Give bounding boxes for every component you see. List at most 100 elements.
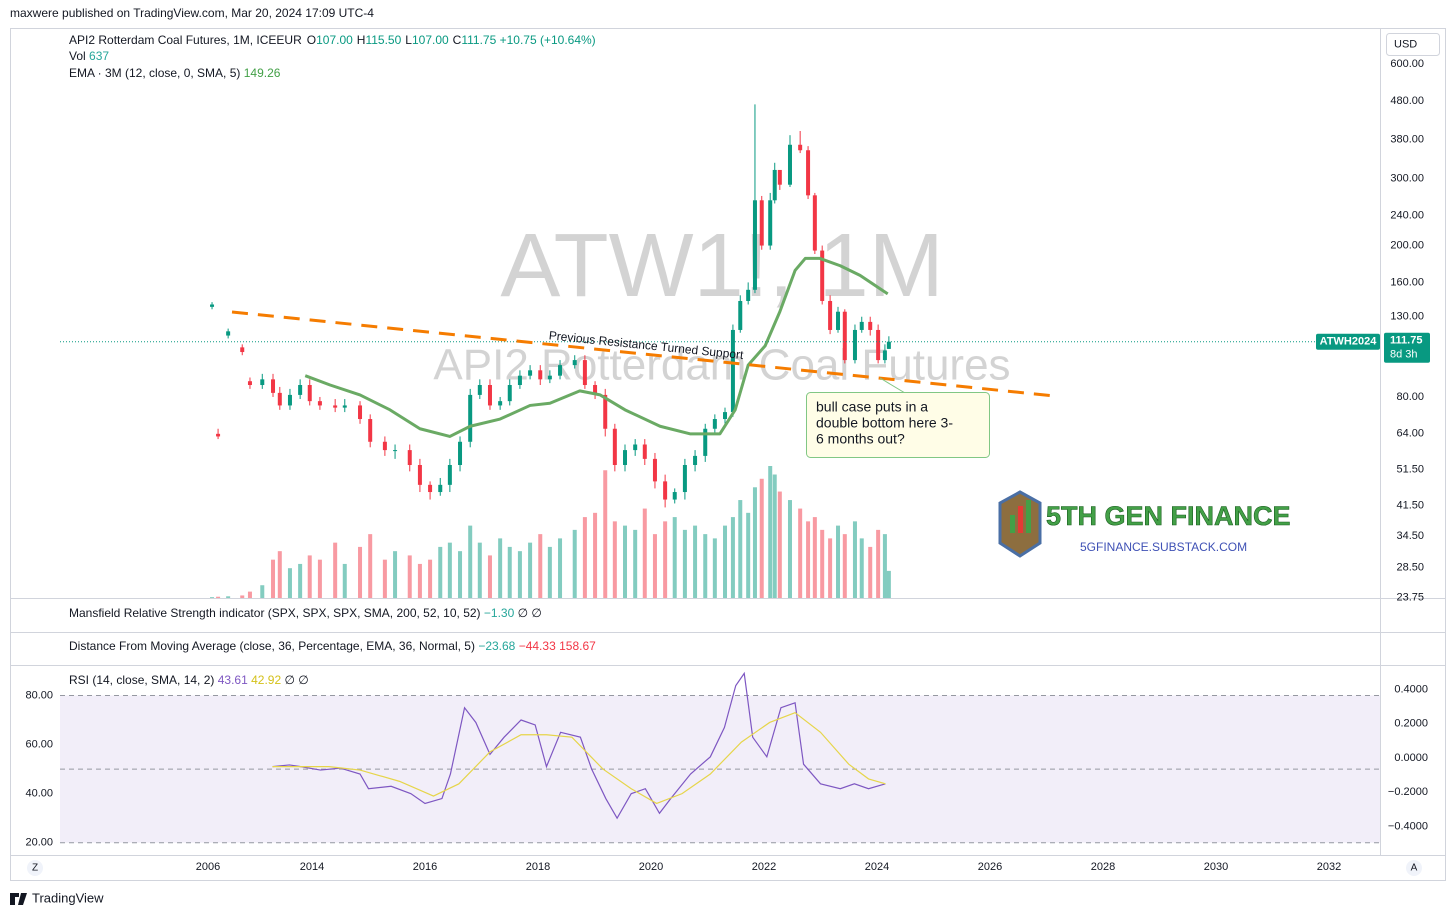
- indicator-value: −1.30: [484, 606, 515, 620]
- volume-bar: [730, 517, 735, 598]
- x-tick-label: 2014: [300, 861, 324, 873]
- candle-body: [759, 200, 764, 246]
- indicator-value: ∅ ∅: [518, 606, 542, 620]
- indicator-value: 158.67: [559, 639, 596, 653]
- candle-body: [723, 412, 728, 420]
- candle-body: [498, 401, 503, 406]
- volume-bar: [593, 512, 598, 598]
- volume-bar: [852, 521, 857, 598]
- zoom-label[interactable]: Z: [32, 863, 38, 874]
- indicator-value: 149.26: [244, 66, 281, 80]
- footer-logo: [10, 893, 27, 905]
- ohlc-key: H: [357, 33, 366, 47]
- volume-bar: [226, 596, 231, 598]
- candle-body: [447, 465, 452, 485]
- volume-bar: [652, 534, 657, 598]
- indicator-value: 637: [89, 49, 109, 63]
- y-tick-label: 600.00: [1390, 58, 1424, 70]
- candle-body: [333, 405, 338, 408]
- candle-body: [240, 347, 245, 353]
- ema-line: [304, 256, 889, 438]
- candle-body: [623, 450, 628, 466]
- currency-button[interactable]: [1386, 33, 1440, 56]
- candle-body: [787, 144, 792, 185]
- change: +10.75 (+10.64%): [500, 33, 596, 47]
- auto-button[interactable]: [1406, 860, 1422, 876]
- candle-body: [317, 401, 322, 406]
- y-tick-label: 480.00: [1390, 95, 1424, 107]
- y-tick-label: 60.00: [25, 738, 53, 750]
- volume-bar: [240, 595, 245, 598]
- candle-body: [820, 250, 825, 301]
- candle-body: [487, 385, 492, 406]
- y2-tick-label: −0.4000: [1388, 820, 1428, 832]
- callout-pointer: [879, 377, 906, 394]
- candle-body: [287, 394, 292, 406]
- y-tick-label: 28.50: [1396, 561, 1424, 573]
- candle-body: [260, 379, 265, 386]
- indicator-value: ∅ ∅: [284, 673, 308, 687]
- watermark-symbol: ATW1!, 1M: [500, 216, 943, 316]
- candle-body: [836, 311, 841, 330]
- volume-bar: [703, 534, 708, 598]
- candle-body: [358, 405, 363, 420]
- volume-bar: [382, 559, 387, 598]
- candle-body: [703, 428, 708, 456]
- currency[interactable]: USD: [1394, 38, 1417, 50]
- candle-body: [438, 484, 443, 493]
- volume-bar: [828, 538, 833, 598]
- volume-bar: [712, 538, 717, 598]
- volume-bar: [859, 538, 864, 598]
- volume-bar: [342, 563, 347, 598]
- candle-body: [806, 150, 811, 196]
- candle-body: [663, 481, 668, 500]
- x-tick-label: 2022: [752, 861, 776, 873]
- x-tick-label: 2016: [413, 861, 437, 873]
- trendline: [231, 310, 1056, 398]
- candle-body: [693, 455, 698, 466]
- volume-bar: [368, 534, 373, 598]
- symbol-title: API2 Rotterdam Coal Futures, 1M, ICEEUR: [69, 33, 302, 47]
- logo-bar: [1018, 506, 1023, 533]
- zoom-button[interactable]: [27, 860, 43, 876]
- candle-body: [468, 394, 473, 442]
- volume-bar: [477, 542, 482, 598]
- candle-body: [417, 465, 422, 485]
- logo-bar: [1010, 515, 1015, 533]
- candle-body: [382, 441, 387, 451]
- candle-body: [633, 444, 638, 451]
- indicator-name: EMA · 3M (12, close, 0, SMA, 5): [69, 66, 240, 80]
- volume-bar: [558, 538, 563, 598]
- legend-rsi: RSI (14, close, SMA, 14, 2) 43.61 42.92 …: [69, 673, 309, 687]
- candle-body: [368, 419, 373, 442]
- candle-body: [407, 450, 412, 466]
- price-pane: [60, 104, 1380, 598]
- volume-bar: [812, 517, 817, 598]
- candle-body: [752, 200, 757, 290]
- candle-body: [593, 385, 598, 395]
- candle-body: [393, 450, 398, 452]
- volume-bar: [798, 508, 803, 598]
- candle-body: [210, 304, 215, 307]
- volume-bar: [358, 546, 363, 598]
- y-tick-label: 300.00: [1390, 172, 1424, 184]
- logo-bar: [1026, 500, 1031, 533]
- x-tick-label: 2026: [978, 861, 1002, 873]
- y-tick-label: 51.50: [1396, 464, 1424, 476]
- volume-bar: [752, 487, 757, 598]
- volume-bar: [623, 525, 628, 598]
- volume-bar: [271, 559, 276, 598]
- volume-bar: [317, 559, 322, 598]
- y2-tick-label: −0.2000: [1388, 786, 1428, 798]
- volume-bar: [417, 563, 422, 598]
- auto-label[interactable]: A: [1411, 863, 1418, 874]
- y-tick-label: 41.50: [1396, 499, 1424, 511]
- countdown: 8d 3h: [1390, 349, 1418, 361]
- volume-bar: [428, 559, 433, 598]
- candle-body: [247, 381, 252, 386]
- indicator-name: Distance From Moving Average (close, 36,…: [69, 639, 475, 653]
- candle-body: [852, 329, 857, 361]
- indicator-name: Vol: [69, 49, 86, 63]
- rsi-pane: [60, 671, 1380, 844]
- volume-bar: [738, 500, 743, 598]
